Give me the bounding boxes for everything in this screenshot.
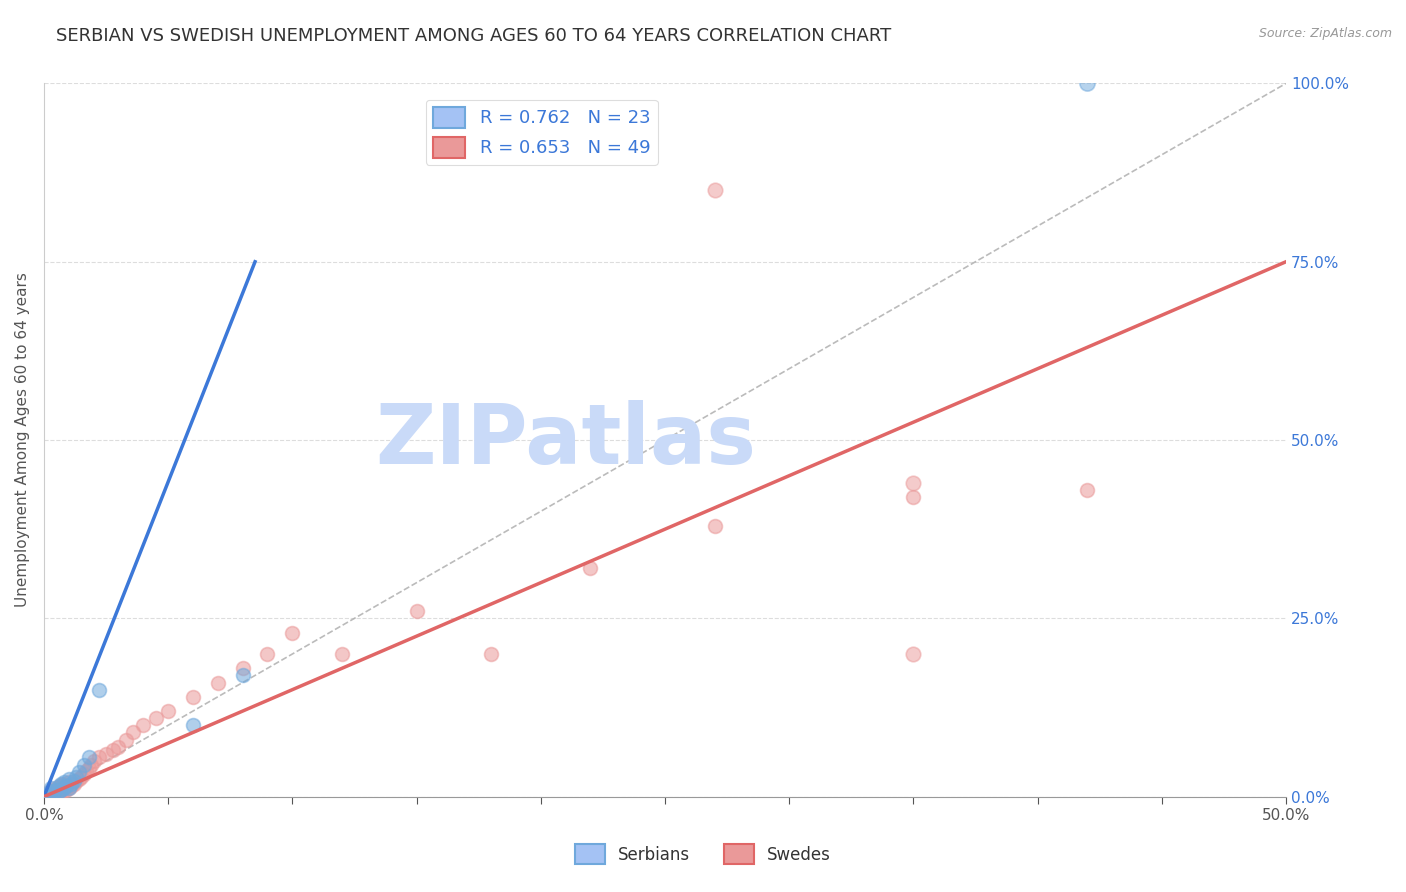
Point [115,732,138,747]
Point [75,764,97,778]
Point [579,561,602,575]
Text: SERBIAN VS SWEDISH UNEMPLOYMENT AMONG AGES 60 TO 64 YEARS CORRELATION CHART: SERBIAN VS SWEDISH UNEMPLOYMENT AMONG AG… [56,27,891,45]
Point [703,518,725,533]
Point [42,786,65,800]
Point [42,782,65,797]
Point [41,784,63,798]
Point [60,777,83,791]
Point [51,782,73,797]
Point [232,661,254,675]
Point [181,718,204,732]
Point [903,475,925,490]
Point [103,743,125,757]
Point [107,739,129,754]
Point [60,779,83,793]
Point [58,772,80,786]
Legend: R = 0.762   N = 23, R = 0.653   N = 49: R = 0.762 N = 23, R = 0.653 N = 49 [426,100,658,165]
Point [41,781,63,796]
Point [55,782,77,797]
Point [281,625,304,640]
Point [38,785,60,799]
Point [77,761,100,775]
Point [65,770,87,784]
Point [48,780,70,794]
Point [145,711,167,725]
Point [479,647,502,661]
Point [58,775,80,789]
Point [67,764,90,779]
Point [181,690,204,704]
Point [703,183,725,197]
Point [405,604,427,618]
Y-axis label: Unemployment Among Ages 60 to 64 years: Unemployment Among Ages 60 to 64 years [15,273,30,607]
Point [52,781,75,796]
Point [70,770,93,784]
Point [903,647,925,661]
Text: Source: ZipAtlas.com: Source: ZipAtlas.com [1258,27,1392,40]
Point [903,490,925,504]
Point [38,787,60,801]
Point [45,785,67,799]
Point [330,647,353,661]
Point [52,777,75,791]
Point [58,781,80,796]
Point [1076,483,1098,497]
Point [94,747,117,761]
Point [51,778,73,792]
Point [122,725,145,739]
Point [55,779,77,793]
Legend: Serbians, Swedes: Serbians, Swedes [568,838,838,871]
Point [48,784,70,798]
Point [87,750,110,764]
Point [232,668,254,682]
Point [72,757,94,772]
Point [41,784,63,798]
Point [67,772,90,786]
Point [45,781,67,796]
Point [42,785,65,799]
Point [52,783,75,797]
Point [65,774,87,789]
Point [51,777,73,791]
Point [48,779,70,793]
Point [80,757,103,772]
Point [72,767,94,781]
Point [38,786,60,800]
Point [256,647,278,661]
Point [58,781,80,796]
Point [207,675,229,690]
Point [62,777,84,791]
Text: ZIPatlas: ZIPatlas [375,400,756,481]
Point [45,782,67,797]
Point [1076,77,1098,91]
Point [87,682,110,697]
Point [35,788,58,802]
Point [77,750,100,764]
Point [48,785,70,799]
Point [83,754,105,768]
Point [51,784,73,798]
Point [41,787,63,801]
Point [52,775,75,789]
Point [132,718,155,732]
Point [62,774,84,789]
Point [157,704,180,718]
